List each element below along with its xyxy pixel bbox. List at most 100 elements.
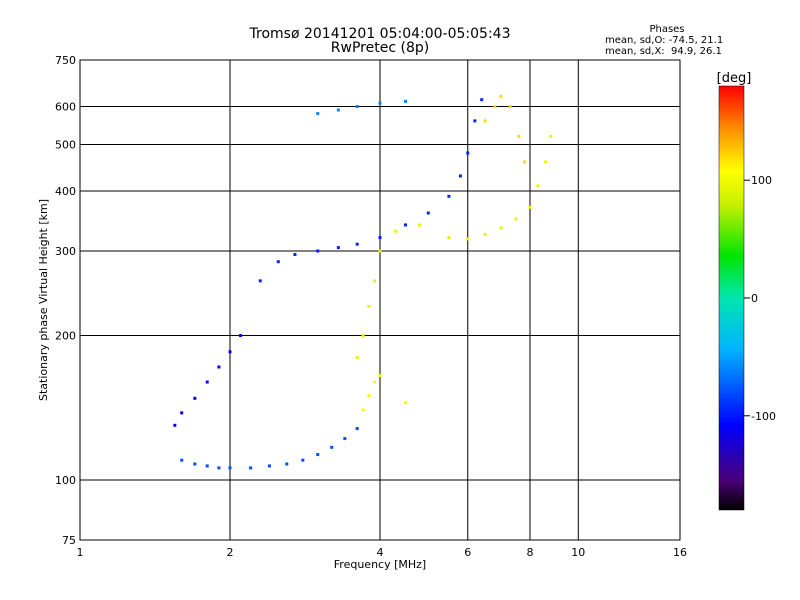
data-point [447, 236, 451, 240]
data-point [173, 423, 177, 427]
y-tick-label: 400 [55, 185, 76, 198]
chart-title: Tromsø 20141201 05:04:00-05:05:43 [249, 26, 511, 42]
data-point [355, 105, 359, 109]
data-point [483, 119, 487, 123]
data-point [523, 160, 527, 164]
phase-stats-x: mean, sd,X: 94.9, 26.1 [605, 46, 722, 57]
y-axis-label: Stationary phase Virtual Height [km] [37, 199, 50, 401]
data-point [217, 365, 221, 369]
y-tick-label: 100 [55, 474, 76, 487]
data-point [361, 334, 365, 338]
grid-lines [80, 60, 680, 540]
data-point [316, 112, 320, 116]
colorbar-tick-label: 100 [751, 174, 772, 187]
y-tick-label: 600 [55, 101, 76, 114]
x-tick-label: 10 [571, 546, 585, 559]
data-point [285, 462, 289, 466]
data-point [544, 160, 548, 164]
data-point [499, 94, 503, 98]
data-point [228, 350, 232, 354]
data-point [258, 279, 262, 283]
data-point [336, 108, 340, 112]
data-point [205, 464, 209, 468]
data-point [536, 184, 540, 188]
data-point [426, 211, 430, 215]
x-tick-label: 6 [464, 546, 471, 559]
y-tick-label: 750 [55, 54, 76, 67]
data-point [336, 246, 340, 250]
data-point [403, 223, 407, 227]
x-axis-label: Frequency [MHz] [334, 558, 426, 571]
data-point [193, 462, 197, 466]
data-point [180, 458, 184, 462]
data-point [480, 98, 484, 102]
data-point [355, 242, 359, 246]
phase-stats: Phases mean, sd,O: -74.5, 21.1 mean, sd,… [605, 24, 723, 57]
data-point [549, 134, 553, 138]
x-tick-label: 16 [673, 546, 687, 559]
data-point [483, 232, 487, 236]
x-tick-label: 2 [227, 546, 234, 559]
data-point [514, 217, 518, 221]
data-point [466, 237, 470, 241]
data-point [316, 249, 320, 253]
data-point [378, 101, 382, 105]
data-point [403, 99, 407, 103]
data-point [528, 205, 532, 209]
data-point [447, 194, 451, 198]
data-point [403, 401, 407, 405]
data-point [378, 249, 382, 253]
phase-stats-o: mean, sd,O: -74.5, 21.1 [605, 35, 724, 46]
data-point [355, 355, 359, 359]
data-point [499, 226, 503, 230]
y-tick-label: 300 [55, 245, 76, 258]
colorbar-tick-label: 0 [751, 292, 758, 305]
x-axis: 1 2 4 6 8 10 16 [77, 546, 688, 559]
data-point [361, 408, 365, 412]
data-point [394, 229, 398, 233]
plot-frame [79, 59, 681, 541]
data-point [293, 253, 297, 257]
data-point [217, 466, 221, 470]
phase-stats-heading: Phases [649, 24, 685, 35]
colorbar [718, 85, 745, 511]
data-point [193, 396, 197, 400]
data-point [301, 458, 305, 462]
chart-subtitle: RwPretec (8p) [330, 40, 430, 56]
data-point [205, 380, 209, 384]
data-point [373, 380, 377, 384]
data-point [458, 174, 462, 178]
x-tick-label: 1 [77, 546, 84, 559]
data-point [267, 464, 271, 468]
colorbar-label: [deg] [717, 71, 752, 86]
data-point [180, 411, 184, 415]
data-point [517, 134, 521, 138]
y-tick-label: 500 [55, 139, 76, 152]
data-point [417, 223, 421, 227]
data-point [239, 334, 243, 338]
data-point [367, 304, 371, 308]
data-point [466, 151, 470, 155]
y-axis: 75 100 200 300 400 500 600 750 [55, 54, 76, 547]
data-point [355, 427, 359, 431]
data-point [249, 466, 253, 470]
data-point [316, 453, 320, 457]
colorbar-ticks: 100 0 -100 [744, 174, 776, 423]
data-point [508, 105, 512, 109]
data-point [228, 466, 232, 470]
data-point [373, 279, 377, 283]
y-tick-label: 200 [55, 330, 76, 343]
data-point [378, 236, 382, 240]
data-point [378, 374, 382, 378]
data-point [473, 119, 477, 123]
colorbar-tick-label: -100 [751, 410, 776, 423]
data-point [343, 437, 347, 441]
data-point [493, 105, 497, 109]
data-points [173, 94, 553, 470]
x-tick-label: 4 [377, 546, 384, 559]
data-point [330, 445, 334, 449]
x-tick-label: 8 [527, 546, 534, 559]
data-point [276, 260, 280, 264]
y-tick-label: 75 [62, 534, 76, 547]
